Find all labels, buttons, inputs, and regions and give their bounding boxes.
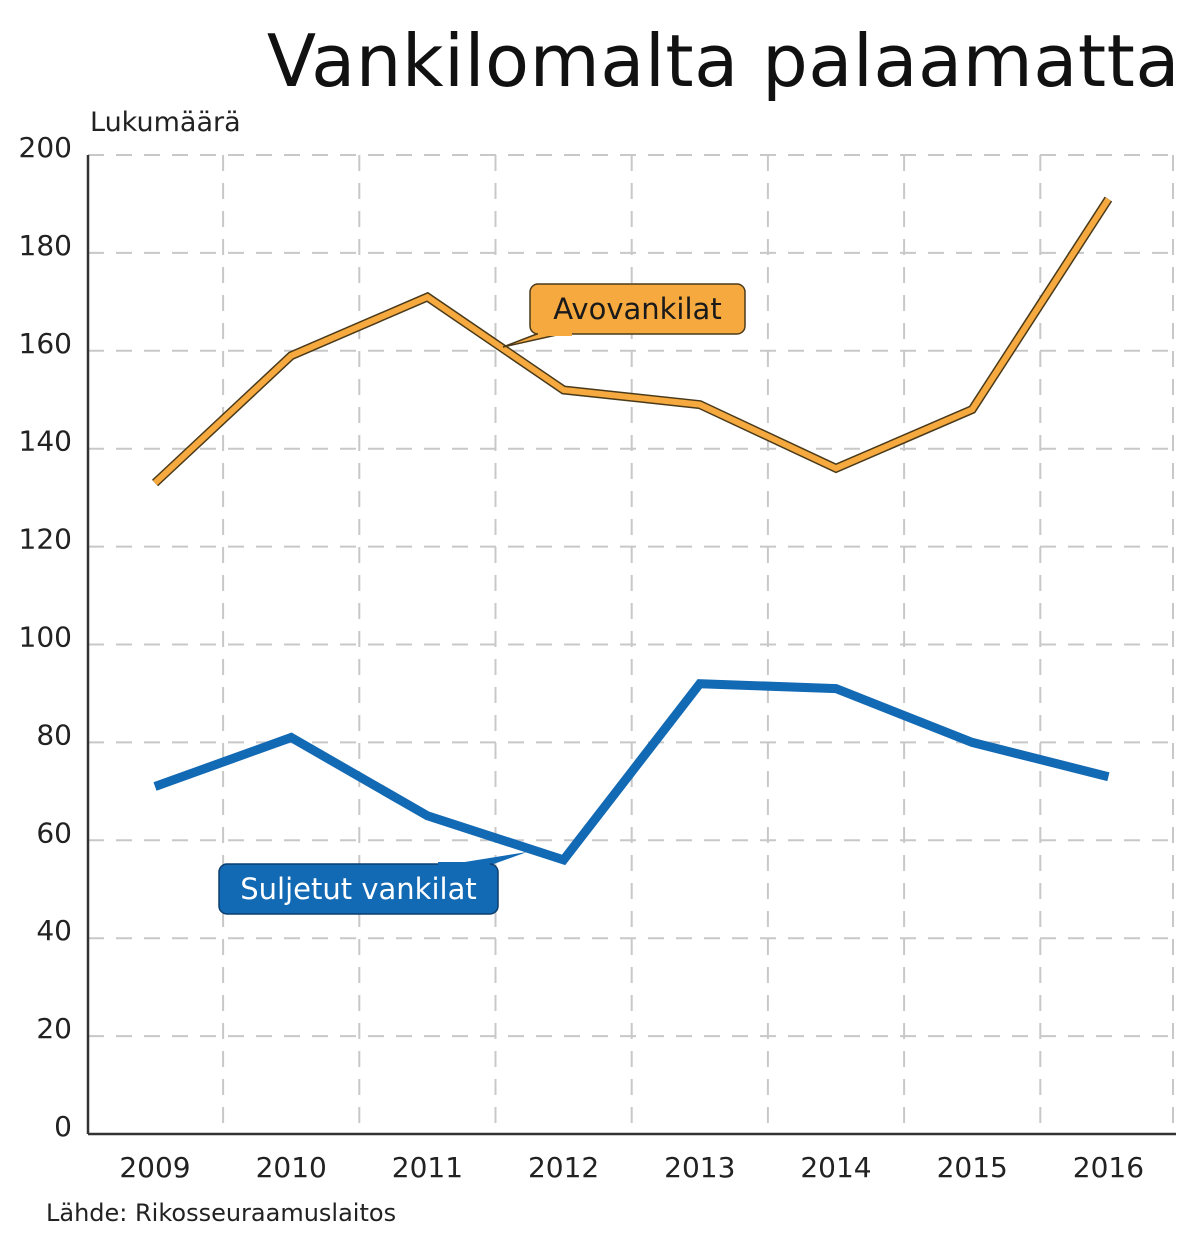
series-callouts: Avovankilat Suljetut vankilat xyxy=(218,283,746,915)
y-tick-label: 180 xyxy=(19,229,72,262)
callout-label: Avovankilat xyxy=(553,292,721,326)
callout-joint xyxy=(538,328,572,336)
chart-title: Vankilomalta palaamatta xyxy=(267,19,1180,103)
x-tick-label: 2009 xyxy=(119,1151,190,1184)
y-tick-label: 140 xyxy=(19,425,72,458)
y-tick-label: 20 xyxy=(36,1012,72,1045)
x-tick-label: 2015 xyxy=(937,1151,1008,1184)
y-tick-label: 200 xyxy=(19,131,72,164)
callout-box xyxy=(218,863,499,915)
data-series xyxy=(151,196,1113,866)
y-tick-label: 120 xyxy=(19,523,72,556)
series-1 xyxy=(153,679,1110,866)
x-tick-label: 2011 xyxy=(392,1151,463,1184)
callout-joint xyxy=(438,862,490,870)
axes xyxy=(86,155,1176,1136)
y-tick-label: 40 xyxy=(36,914,72,947)
x-tick-label: 2013 xyxy=(664,1151,735,1184)
x-tick-label: 2014 xyxy=(800,1151,871,1184)
source-note: Lähde: Rikosseuraamuslaitos xyxy=(46,1199,396,1227)
series-line xyxy=(153,679,1110,866)
callout-box xyxy=(529,283,746,335)
y-axis-label: Lukumäärä xyxy=(90,107,241,138)
callout-label: Suljetut vankilat xyxy=(240,872,476,906)
y-tick-labels: 0 20 40 60 80 100 120 140 160 180 200 xyxy=(19,131,72,1143)
y-tick-label: 80 xyxy=(36,718,72,751)
y-tick-label: 60 xyxy=(36,816,72,849)
x-tick-label: 2010 xyxy=(256,1151,327,1184)
series-line xyxy=(152,197,1111,486)
series-0 xyxy=(151,196,1113,487)
x-tick-labels: 2009 2010 2011 2012 2013 2014 2015 2016 xyxy=(119,1151,1144,1184)
y-tick-label: 160 xyxy=(19,327,72,360)
y-tick-label: 100 xyxy=(19,621,72,654)
x-tick-label: 2016 xyxy=(1073,1151,1144,1184)
grid-lines xyxy=(88,154,1176,1134)
callout-suljetut: Suljetut vankilat xyxy=(218,852,527,915)
callout-avovankilat: Avovankilat xyxy=(502,283,746,348)
y-tick-label: 0 xyxy=(54,1110,72,1143)
x-tick-label: 2012 xyxy=(528,1151,599,1184)
